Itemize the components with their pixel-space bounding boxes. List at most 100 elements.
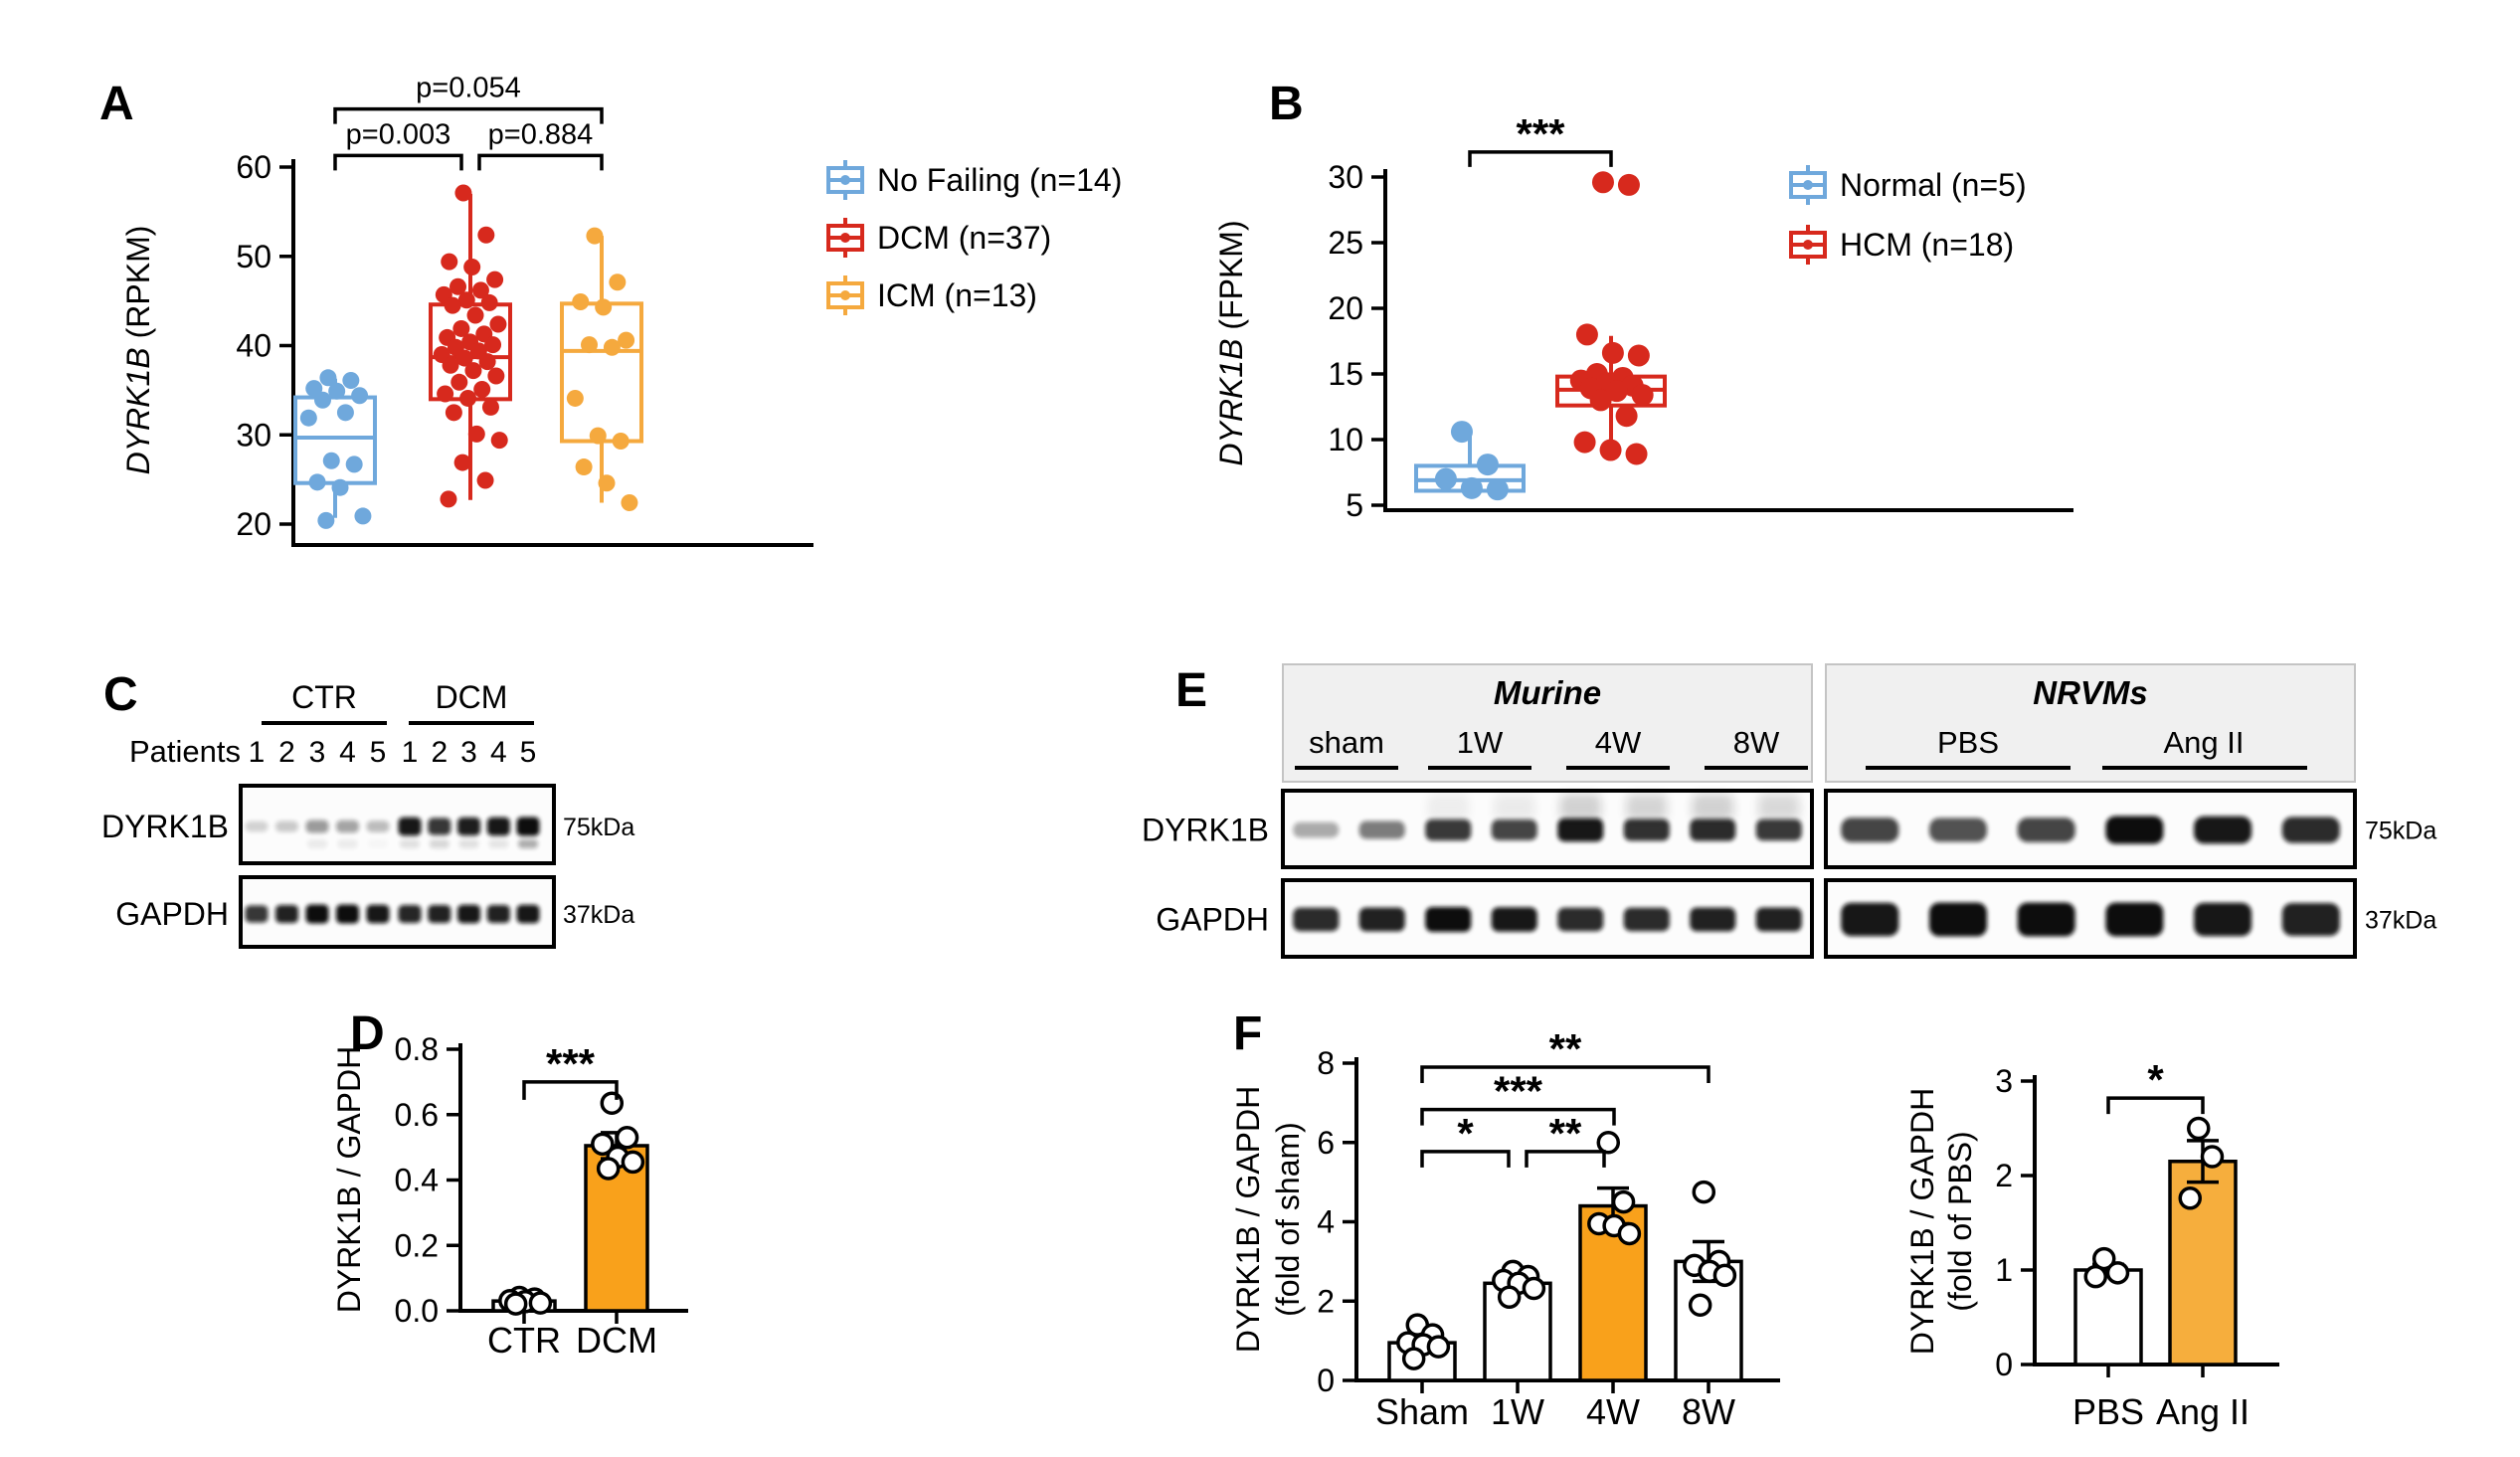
protein-band <box>2105 902 2164 937</box>
data-point <box>450 373 468 391</box>
protein-band-secondary <box>368 839 388 848</box>
blot-row-label: DYRK1B <box>101 809 229 844</box>
y-tick-label: 0 <box>1317 1363 1335 1398</box>
blot-header-box <box>1282 663 1813 783</box>
significance-bracket <box>1420 1150 1511 1168</box>
data-point <box>467 425 485 443</box>
legend-label: HCM (n=18) <box>1840 227 2014 263</box>
data-point <box>480 293 498 311</box>
bar-group: DCM <box>576 1091 657 1361</box>
data-point <box>487 367 505 385</box>
category-label: Ang II <box>2156 1391 2250 1432</box>
significance-label: * <box>1457 1110 1474 1157</box>
lane-number: 1 <box>249 736 266 769</box>
data-point <box>2187 1116 2211 1141</box>
data-point <box>440 490 457 508</box>
protein-band <box>2281 817 2340 843</box>
data-point <box>437 385 454 403</box>
y-tick-label: 0.6 <box>395 1097 439 1133</box>
data-point <box>609 273 627 291</box>
y-tick-label: 1 <box>1995 1252 2013 1288</box>
data-point <box>1617 1221 1642 1246</box>
data-point <box>1596 1131 1621 1155</box>
significance-label: ** <box>1549 1110 1582 1157</box>
data-point <box>1605 380 1628 403</box>
lane-number: 3 <box>309 736 326 769</box>
protein-band-secondary <box>307 839 327 848</box>
lane-number: 3 <box>460 736 477 769</box>
y-tick-label: 20 <box>1328 290 1363 326</box>
blot-group-label: Ang II <box>2164 725 2245 760</box>
lane-number: 5 <box>520 736 537 769</box>
bar-group: 8W <box>1674 1180 1743 1432</box>
y-tick-label: 0.2 <box>395 1227 439 1263</box>
data-point <box>1591 171 1614 194</box>
category-label: DCM <box>576 1320 657 1361</box>
protein-band <box>516 817 540 836</box>
panel-b-boxplot: B DYRK1B (FPKM) 5 10 15 20 25 30 *** Normal (n=5) H… <box>1213 78 2073 523</box>
protein-band <box>305 904 329 924</box>
data-point <box>603 338 621 356</box>
legend-label: Normal (n=5) <box>1840 167 2027 203</box>
protein-band <box>457 904 480 924</box>
data-point <box>503 1292 528 1316</box>
data-point <box>454 184 472 202</box>
protein-band <box>2017 902 2075 937</box>
data-point <box>314 391 332 409</box>
data-point <box>331 478 349 496</box>
protein-band <box>2281 903 2340 936</box>
protein-band <box>275 820 298 832</box>
data-point <box>328 382 346 400</box>
data-point <box>473 380 491 398</box>
data-point <box>444 296 461 314</box>
data-point <box>1486 478 1509 501</box>
y-tick-label: 50 <box>236 239 271 274</box>
y-axis-title: DYRK1B / GAPDH <box>1904 1088 1940 1356</box>
significance-bracket <box>333 153 463 171</box>
significance-label: *** <box>1516 110 1565 157</box>
panel-label: F <box>1233 1007 1262 1060</box>
data-point <box>596 1157 621 1181</box>
y-axis-title: (fold of PBS) <box>1942 1131 1978 1311</box>
box-group <box>560 227 643 511</box>
protein-band <box>516 904 540 924</box>
y-tick-label: 20 <box>236 506 271 542</box>
data-point <box>481 398 499 416</box>
protein-band <box>1690 907 1736 932</box>
y-tick-label: 2 <box>1317 1283 1335 1319</box>
significance-label: ** <box>1549 1025 1582 1072</box>
data-point <box>471 281 489 299</box>
protein-band <box>1358 820 1405 839</box>
data-point <box>612 433 630 451</box>
protein-band-secondary <box>488 839 509 848</box>
data-point <box>2105 1261 2130 1285</box>
data-point <box>455 349 473 367</box>
protein-band <box>1358 907 1405 932</box>
protein-band-secondary <box>518 839 538 848</box>
y-tick-label: 15 <box>1328 356 1363 392</box>
protein-band-secondary <box>400 839 420 848</box>
y-tick-label: 25 <box>1328 225 1363 261</box>
protein-band <box>336 820 359 833</box>
data-point <box>572 293 590 311</box>
data-point <box>354 507 372 525</box>
blot-group-label: 8W <box>1733 725 1780 760</box>
category-label: 4W <box>1586 1391 1640 1432</box>
blot-smear <box>1692 794 1733 820</box>
significance-bracket <box>1525 1150 1606 1168</box>
blot-box <box>1824 789 2357 869</box>
protein-band <box>1491 820 1537 840</box>
data-point <box>1522 1276 1546 1301</box>
data-point <box>1611 1189 1636 1214</box>
box-group <box>1555 171 1667 465</box>
bar-group: Sham <box>1375 1313 1469 1432</box>
category-label: Sham <box>1375 1391 1469 1432</box>
protein-band <box>275 904 298 924</box>
protein-band-secondary <box>337 839 358 848</box>
data-point <box>2083 1264 2108 1289</box>
bar <box>2073 1268 2143 1366</box>
data-point <box>441 253 458 271</box>
